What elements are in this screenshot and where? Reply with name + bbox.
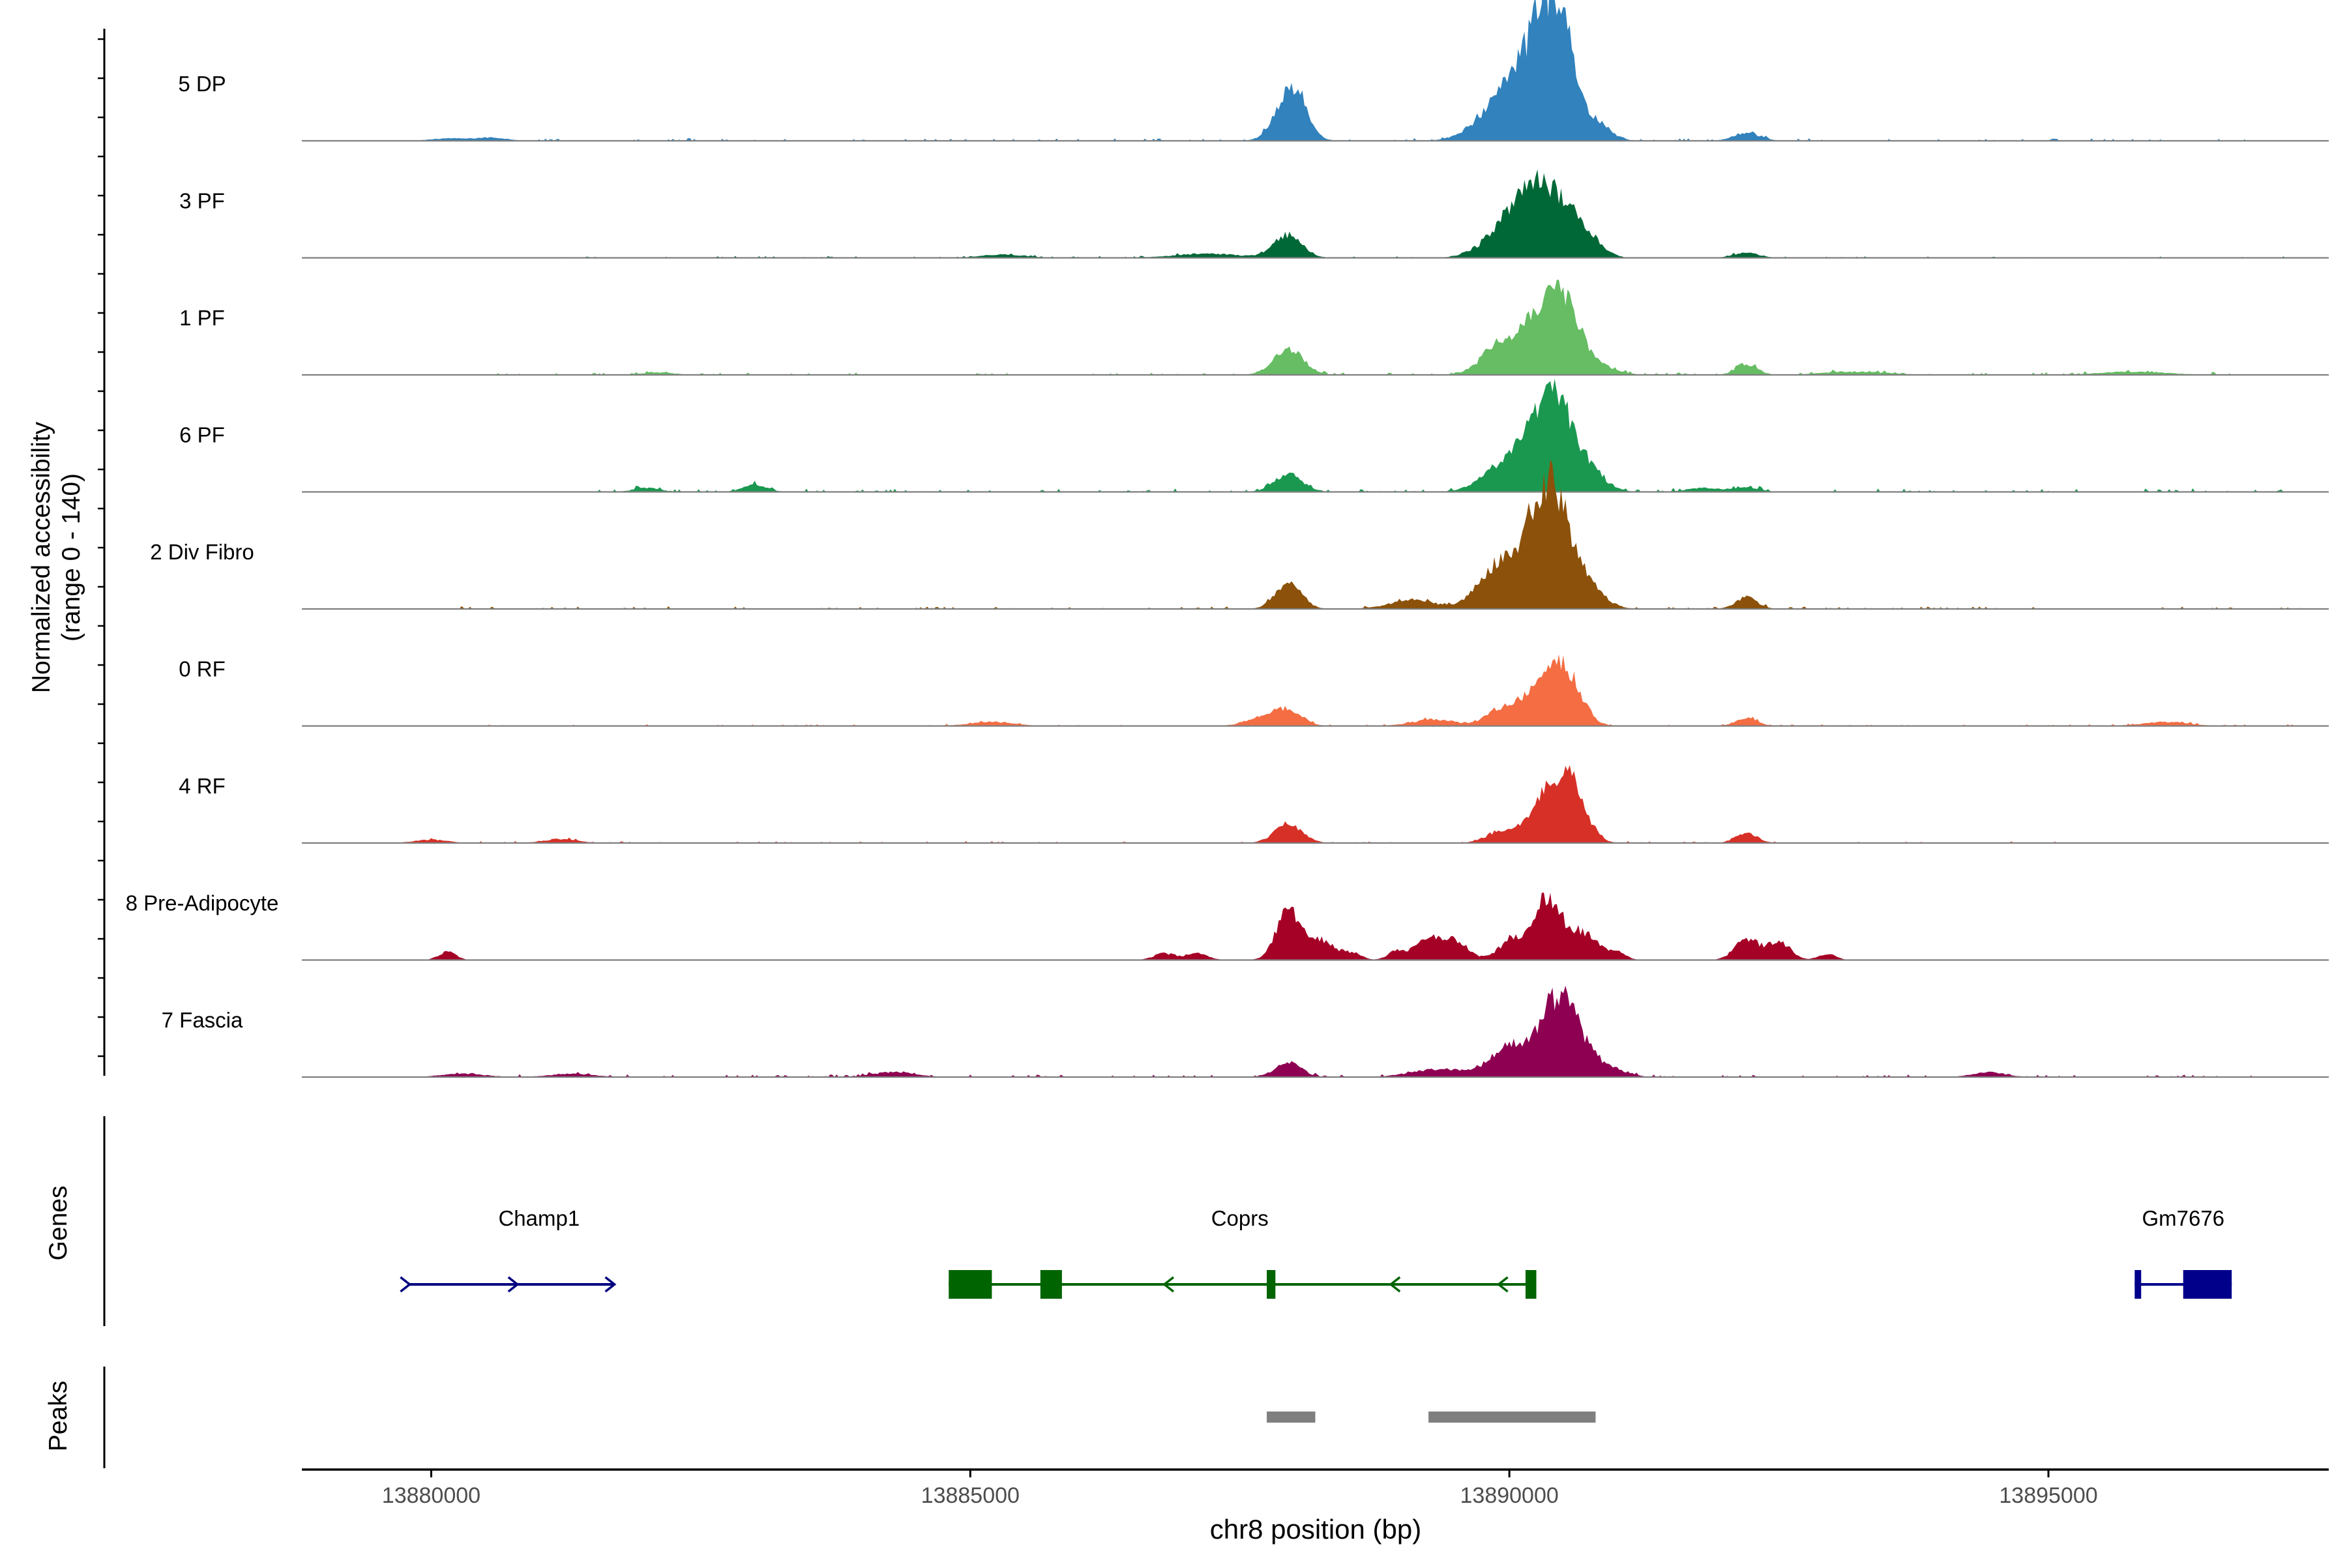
gene-champ1: Champ1 bbox=[400, 1206, 617, 1293]
track-label: 4 RF bbox=[179, 774, 226, 798]
x-tick-label: 13885000 bbox=[921, 1483, 1020, 1508]
track-area bbox=[302, 893, 2329, 960]
y-axis-label-line2: (range 0 - 140) bbox=[57, 473, 85, 642]
strand-arrow bbox=[507, 1276, 520, 1293]
peak-region bbox=[1428, 1412, 1596, 1423]
track-label: 5 DP bbox=[178, 72, 226, 96]
track-2-div-fibro: 2 Div Fibro bbox=[150, 459, 2329, 610]
strand-arrow bbox=[1162, 1276, 1175, 1293]
x-tick-label: 13880000 bbox=[382, 1483, 480, 1508]
track-area bbox=[302, 985, 2329, 1077]
track-area bbox=[302, 169, 2329, 258]
strand-arrow bbox=[1496, 1276, 1509, 1293]
strand-arrow bbox=[1389, 1276, 1401, 1293]
x-axis-label: chr8 position (bp) bbox=[1210, 1514, 1422, 1545]
track-area bbox=[302, 654, 2329, 726]
track-area bbox=[302, 378, 2329, 492]
peaks-panel bbox=[103, 1367, 1596, 1468]
peak-region bbox=[1267, 1412, 1316, 1423]
track-8-pre-adipocyte: 8 Pre-Adipocyte bbox=[126, 891, 2329, 961]
gene-exon bbox=[1525, 1270, 1537, 1299]
gene-exon bbox=[949, 1270, 992, 1299]
track-label: 6 PF bbox=[179, 423, 225, 447]
peaks-panel-label: Peaks bbox=[44, 1381, 72, 1451]
gene-exon bbox=[2134, 1270, 2142, 1299]
track-label: 8 Pre-Adipocyte bbox=[126, 891, 279, 915]
track-area bbox=[302, 765, 2329, 843]
track-area bbox=[302, 280, 2329, 375]
x-axis: 13880000 13885000 13890000 13895000 bbox=[302, 1468, 2329, 1508]
x-tick-label: 13890000 bbox=[1460, 1483, 1559, 1508]
track-label: 0 RF bbox=[179, 657, 226, 681]
gene-label: Gm7676 bbox=[2142, 1206, 2224, 1230]
gene-exon bbox=[1040, 1270, 1062, 1299]
gene-exon bbox=[2183, 1270, 2232, 1299]
track-3-pf: 3 PF bbox=[179, 169, 2329, 259]
track-6-pf: 6 PF bbox=[179, 378, 2329, 493]
genes-panel-label: Genes bbox=[44, 1186, 72, 1261]
track-0-rf: 0 RF bbox=[179, 654, 2329, 727]
y-axis-label-line1: Normalized accessibility bbox=[27, 421, 55, 693]
gene-exon bbox=[1267, 1270, 1276, 1299]
track-label: 7 Fascia bbox=[162, 1008, 243, 1032]
strand-arrow bbox=[400, 1276, 412, 1293]
genes-panel: Champ1 Coprs Gm7676 bbox=[103, 1116, 2232, 1326]
gene-gm7676: Gm7676 bbox=[2134, 1206, 2232, 1299]
track-4-rf: 4 RF bbox=[179, 765, 2329, 844]
track-label: 3 PF bbox=[179, 189, 225, 213]
tracks-layer: 5 DP 3 PF 1 PF 6 PF 2 Div Fibro 0 RF 4 RF 8 Pre… bbox=[126, 0, 2329, 1078]
track-5-dp: 5 DP bbox=[178, 0, 2329, 142]
track-1-pf: 1 PF bbox=[179, 280, 2329, 376]
gene-label: Champ1 bbox=[498, 1206, 580, 1230]
track-area bbox=[302, 0, 2329, 141]
track-label: 1 PF bbox=[179, 306, 225, 330]
track-7-fascia: 7 Fascia bbox=[162, 985, 2329, 1078]
track-label: 2 Div Fibro bbox=[150, 540, 254, 564]
x-tick-label: 13895000 bbox=[1999, 1483, 2097, 1508]
track-area bbox=[302, 459, 2329, 609]
gene-coprs: Coprs bbox=[949, 1206, 1537, 1299]
left-axis bbox=[98, 29, 106, 1076]
gene-label: Coprs bbox=[1211, 1206, 1269, 1230]
strand-arrow bbox=[604, 1276, 617, 1293]
